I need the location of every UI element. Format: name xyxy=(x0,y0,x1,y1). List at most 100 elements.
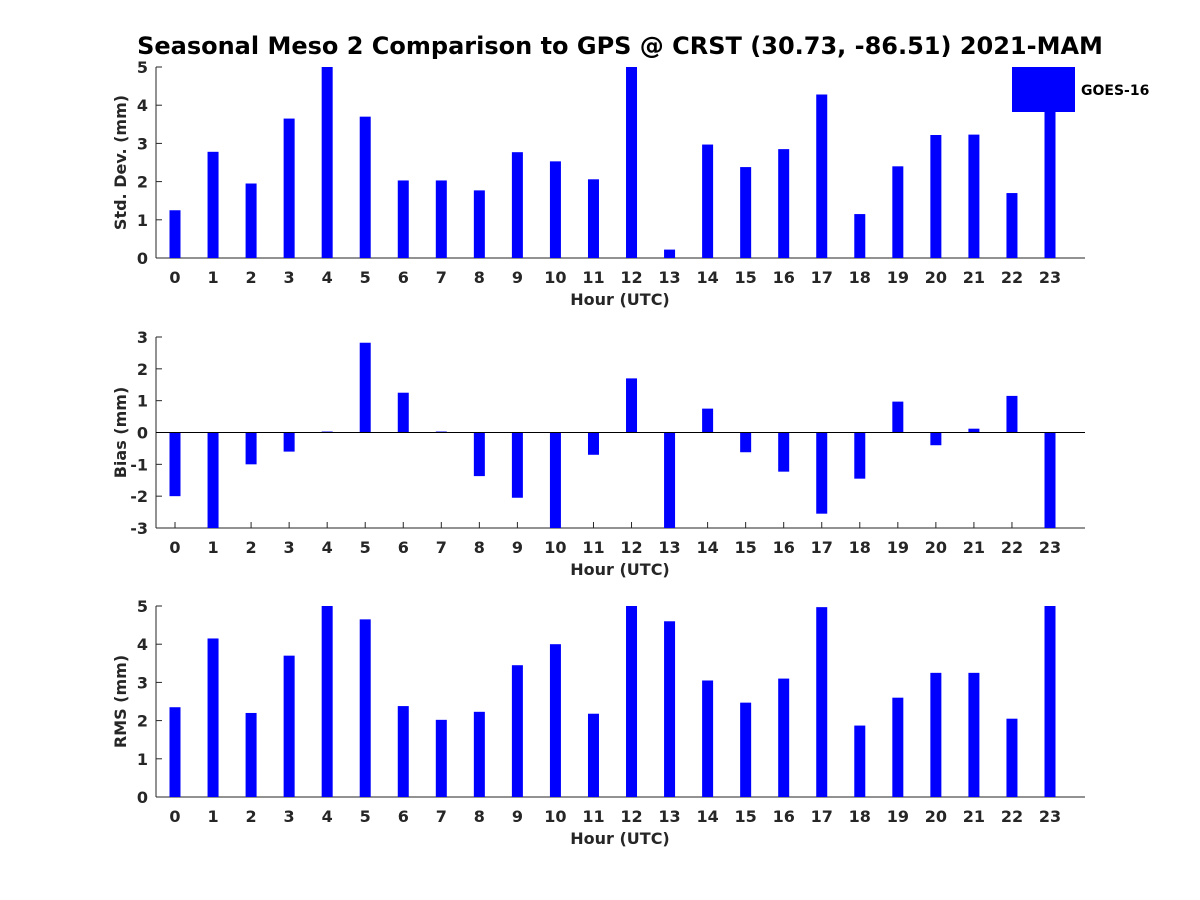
rms-bar-6 xyxy=(397,706,409,797)
rms-bar-12 xyxy=(626,606,638,797)
rms-x-tick-label: 6 xyxy=(398,807,409,826)
bias-bar-9 xyxy=(511,432,523,498)
std-x-tick-label: 18 xyxy=(849,268,871,287)
bias-y-tick-label: 1 xyxy=(137,392,148,411)
rms-bar-11 xyxy=(587,713,599,797)
std-bar-20 xyxy=(930,134,942,258)
std-x-tick-label: 5 xyxy=(360,268,371,287)
std-x-tick-label: 0 xyxy=(169,268,180,287)
std-x-tick-label: 9 xyxy=(512,268,523,287)
std-bar-8 xyxy=(473,190,485,258)
rms-x-tick-label: 8 xyxy=(474,807,485,826)
std-y-axis-label: Std. Dev. (mm) xyxy=(111,95,130,230)
rms-bar-10 xyxy=(549,644,561,797)
std-x-tick-label: 8 xyxy=(474,268,485,287)
rms-bar-5 xyxy=(359,619,371,797)
chart-title: Seasonal Meso 2 Comparison to GPS @ CRST… xyxy=(137,32,1103,60)
std-y-tick-label: 3 xyxy=(137,134,148,153)
rms-bar-18 xyxy=(854,725,866,797)
rms-x-tick-label: 12 xyxy=(620,807,642,826)
rms-y-tick-label: 3 xyxy=(137,673,148,692)
bias-x-tick-label: 18 xyxy=(849,538,871,557)
rms-y-tick-label: 5 xyxy=(137,597,148,616)
std-y-tick-label: 4 xyxy=(137,96,148,115)
rms-x-tick-label: 19 xyxy=(887,807,909,826)
bias-x-tick-label: 4 xyxy=(322,538,333,557)
rms-x-tick-label: 0 xyxy=(169,807,180,826)
rms-bar-3 xyxy=(283,655,295,797)
std-x-tick-label: 20 xyxy=(925,268,947,287)
std-bar-21 xyxy=(968,134,980,258)
std-x-tick-label: 7 xyxy=(436,268,447,287)
bias-bar-6 xyxy=(397,392,409,433)
rms-bar-8 xyxy=(473,711,485,797)
bias-bar-8 xyxy=(473,432,485,477)
std-y-tick-label: 5 xyxy=(137,58,148,77)
bias-bar-16 xyxy=(778,432,790,472)
std-x-tick-label: 16 xyxy=(773,268,795,287)
bias-y-tick-label: -3 xyxy=(130,519,148,538)
std-bar-17 xyxy=(816,94,828,258)
rms-bar-22 xyxy=(1006,718,1018,797)
bias-y-tick-label: 2 xyxy=(137,360,148,379)
std-x-tick-label: 3 xyxy=(284,268,295,287)
bias-x-tick-label: 5 xyxy=(360,538,371,557)
std-x-tick-label: 6 xyxy=(398,268,409,287)
bias-bar-2 xyxy=(245,432,257,465)
std-x-tick-label: 19 xyxy=(887,268,909,287)
bias-x-tick-label: 15 xyxy=(735,538,757,557)
rms-x-tick-label: 9 xyxy=(512,807,523,826)
std-x-tick-label: 1 xyxy=(207,268,218,287)
std-bar-16 xyxy=(778,149,790,258)
std-x-tick-label: 2 xyxy=(246,268,257,287)
bias-bar-17 xyxy=(816,432,828,514)
std-x-tick-label: 22 xyxy=(1001,268,1023,287)
rms-bar-23 xyxy=(1044,606,1056,797)
rms-bar-14 xyxy=(702,680,714,797)
rms-x-tick-label: 5 xyxy=(360,807,371,826)
rms-x-tick-label: 1 xyxy=(207,807,218,826)
rms-x-tick-label: 3 xyxy=(284,807,295,826)
bias-bar-22 xyxy=(1006,395,1018,433)
bias-y-axis-label: Bias (mm) xyxy=(111,387,130,479)
rms-bar-17 xyxy=(816,607,828,797)
bias-x-tick-label: 14 xyxy=(696,538,718,557)
bias-bar-20 xyxy=(930,432,942,446)
std-bar-11 xyxy=(587,179,599,258)
rms-x-tick-label: 11 xyxy=(582,807,604,826)
bias-bar-15 xyxy=(740,432,752,453)
bias-bar-12 xyxy=(626,378,638,433)
std-y-tick-label: 1 xyxy=(137,211,148,230)
std-bar-2 xyxy=(245,183,257,258)
std-bar-5 xyxy=(359,116,371,258)
bias-x-axis-label: Hour (UTC) xyxy=(570,560,670,579)
bias-x-tick-label: 13 xyxy=(658,538,680,557)
rms-bar-9 xyxy=(511,665,523,797)
bias-x-tick-label: 2 xyxy=(246,538,257,557)
rms-x-tick-label: 20 xyxy=(925,807,947,826)
bias-x-tick-label: 19 xyxy=(887,538,909,557)
std-bar-9 xyxy=(511,152,523,258)
std-bar-1 xyxy=(207,151,219,258)
std-x-tick-label: 21 xyxy=(963,268,985,287)
bias-bar-18 xyxy=(854,432,866,479)
bias-x-tick-label: 8 xyxy=(474,538,485,557)
rms-y-tick-label: 4 xyxy=(137,635,148,654)
std-y-tick-label: 0 xyxy=(137,249,148,268)
rms-bar-13 xyxy=(664,621,676,797)
bias-x-tick-label: 0 xyxy=(169,538,180,557)
rms-x-tick-label: 22 xyxy=(1001,807,1023,826)
rms-bar-7 xyxy=(435,719,447,797)
std-bar-22 xyxy=(1006,193,1018,258)
rms-bar-20 xyxy=(930,672,942,797)
std-x-tick-label: 11 xyxy=(582,268,604,287)
std-x-tick-label: 4 xyxy=(322,268,333,287)
std-x-tick-label: 10 xyxy=(544,268,566,287)
bias-bar-10 xyxy=(549,432,561,528)
std-x-tick-label: 12 xyxy=(620,268,642,287)
bias-x-tick-label: 11 xyxy=(582,538,604,557)
std-bar-0 xyxy=(169,210,181,258)
